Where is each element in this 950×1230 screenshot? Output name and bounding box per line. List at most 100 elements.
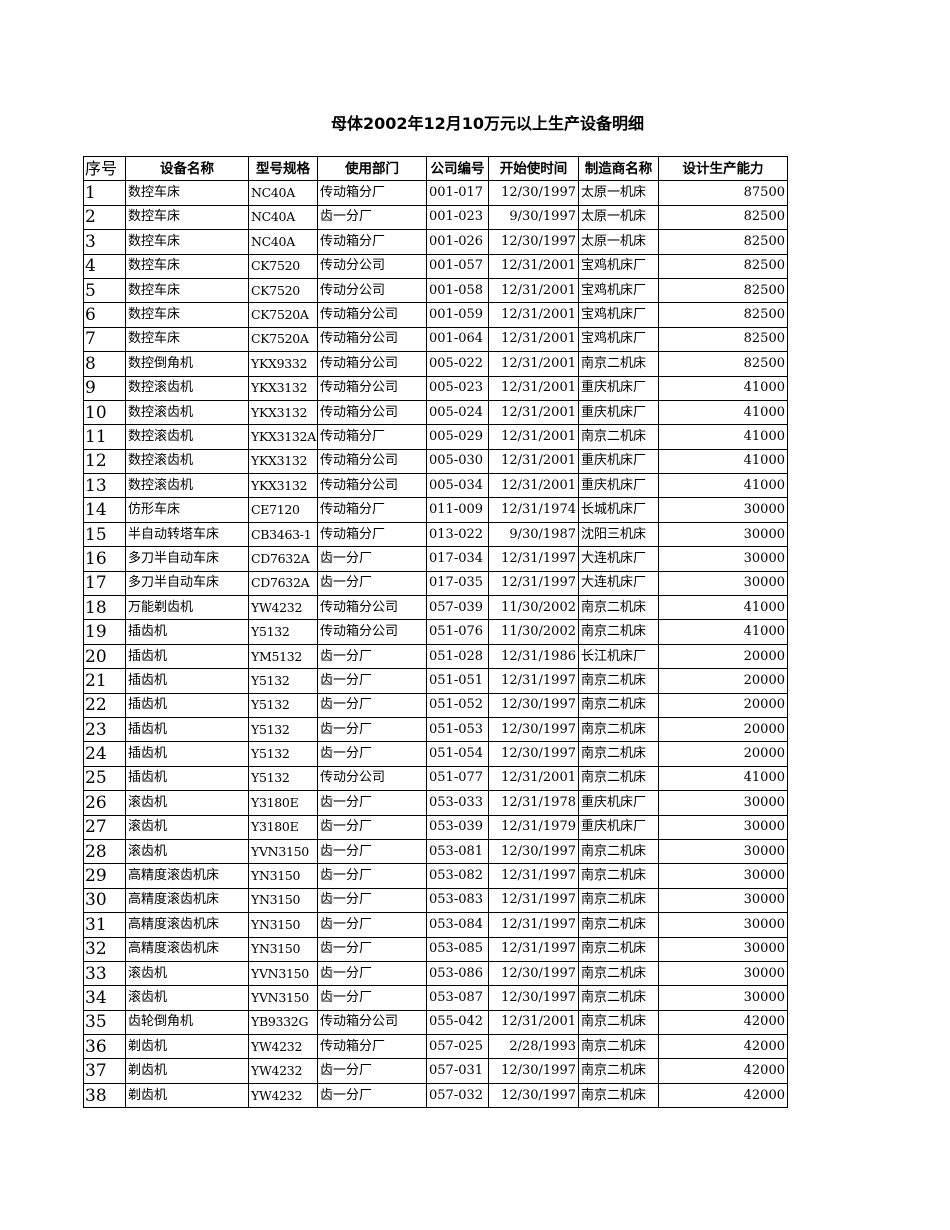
cell-company-code: 017-034 [426, 546, 489, 572]
cell-start-date: 12/31/1979 [488, 814, 579, 840]
cell-manufacturer: 大连机床厂 [578, 570, 659, 597]
cell-manufacturer: 南京二机床 [578, 1058, 659, 1084]
cell-capacity: 41000 [658, 424, 788, 450]
cell-model: YW4232 [248, 1034, 318, 1060]
cell-start-date: 12/31/1986 [488, 643, 579, 670]
cell-department: 齿一分厂 [317, 912, 427, 938]
cell-capacity: 30000 [658, 887, 788, 914]
cell-equipment-name: 滚齿机 [125, 985, 249, 1011]
cell-capacity: 20000 [658, 668, 788, 694]
cell-equipment-name: 插齿机 [125, 741, 249, 767]
cell-manufacturer: 南京二机床 [578, 595, 659, 621]
cell-equipment-name: 数控滚齿机 [125, 448, 249, 475]
cell-company-code: 011-009 [426, 497, 489, 523]
cell-start-date: 11/30/2002 [488, 595, 579, 621]
cell-company-code: 001-026 [426, 229, 489, 255]
table-row: 6 数控车床 CK7520A 传动箱分公司 001-059 12/31/2001 宝鸡机床厂… [83, 302, 788, 328]
cell-department: 齿一分厂 [317, 814, 427, 840]
table-row: 3 数控车床 NC40A 传动箱分厂 001-026 12/30/1997 太原一机床 825… [83, 229, 788, 255]
cell-start-date: 12/31/1997 [488, 546, 579, 572]
cell-company-code: 005-034 [426, 473, 489, 499]
cell-capacity: 41000 [658, 595, 788, 621]
cell-manufacturer: 南京二机床 [578, 351, 659, 377]
cell-department: 齿一分厂 [317, 838, 427, 865]
table-row: 28 滚齿机 YVN3150 齿一分厂 053-081 12/30/1997 南京二机床 30… [83, 838, 788, 865]
cell-model: CB3463-1 [248, 521, 318, 548]
cell-equipment-name: 滚齿机 [125, 838, 249, 865]
cell-company-code: 005-022 [426, 351, 489, 377]
cell-capacity: 30000 [658, 497, 788, 523]
cell-department: 齿一分厂 [317, 1058, 427, 1084]
cell-equipment-name: 插齿机 [125, 668, 249, 694]
cell-index: 17 [83, 570, 126, 597]
cell-equipment-name: 数控车床 [125, 277, 249, 304]
cell-company-code: 001-017 [426, 180, 489, 206]
cell-equipment-name: 多刀半自动车床 [125, 570, 249, 597]
cell-equipment-name: 插齿机 [125, 692, 249, 718]
cell-company-code: 053-033 [426, 790, 489, 816]
cell-equipment-name: 插齿机 [125, 716, 249, 743]
table-row: 14 仿形车床 CE7120 传动箱分厂 011-009 12/31/1974 长城机床厂 3… [83, 497, 788, 523]
cell-start-date: 9/30/1997 [488, 204, 579, 231]
table-header-row: 序号 设备名称 型号规格 使用部门 公司编号 开始使时间 制造商名称 设计生产能力 [83, 155, 788, 182]
cell-equipment-name: 高精度滚齿机床 [125, 887, 249, 914]
cell-start-date: 12/31/1997 [488, 863, 579, 889]
cell-start-date: 12/31/1997 [488, 912, 579, 938]
cell-capacity: 82500 [658, 351, 788, 377]
cell-equipment-name: 高精度滚齿机床 [125, 912, 249, 938]
cell-company-code: 057-025 [426, 1034, 489, 1060]
cell-department: 齿一分厂 [317, 204, 427, 231]
cell-model: CD7632A [248, 570, 318, 597]
cell-equipment-name: 万能剃齿机 [125, 595, 249, 621]
cell-model: YN3150 [248, 936, 318, 962]
cell-manufacturer: 南京二机床 [578, 424, 659, 450]
cell-capacity: 30000 [658, 936, 788, 962]
cell-department: 传动箱分公司 [317, 351, 427, 377]
cell-start-date: 12/31/1997 [488, 936, 579, 962]
column-header-capacity: 设计生产能力 [658, 155, 788, 182]
cell-manufacturer: 长江机床厂 [578, 643, 659, 670]
cell-model: YM5132 [248, 643, 318, 670]
cell-start-date: 12/31/2001 [488, 375, 579, 401]
cell-department: 齿一分厂 [317, 936, 427, 962]
cell-manufacturer: 南京二机床 [578, 1034, 659, 1060]
table-row: 33 滚齿机 YVN3150 齿一分厂 053-086 12/30/1997 南京二机床 30… [83, 960, 788, 987]
cell-manufacturer: 南京二机床 [578, 668, 659, 694]
cell-index: 11 [83, 424, 126, 450]
cell-capacity: 30000 [658, 985, 788, 1011]
cell-index: 29 [83, 863, 126, 889]
cell-manufacturer: 南京二机床 [578, 716, 659, 743]
cell-department: 齿一分厂 [317, 960, 427, 987]
cell-start-date: 12/30/1997 [488, 716, 579, 743]
cell-manufacturer: 宝鸡机床厂 [578, 277, 659, 304]
cell-capacity: 41000 [658, 473, 788, 499]
cell-department: 传动箱分厂 [317, 521, 427, 548]
cell-manufacturer: 大连机床厂 [578, 546, 659, 572]
table-row: 26 滚齿机 Y3180E 齿一分厂 053-033 12/31/1978 重庆机床厂 300… [83, 790, 788, 816]
cell-model: Y5132 [248, 765, 318, 792]
cell-manufacturer: 重庆机床厂 [578, 814, 659, 840]
cell-index: 26 [83, 790, 126, 816]
cell-capacity: 41000 [658, 765, 788, 792]
cell-capacity: 42000 [658, 1058, 788, 1084]
cell-index: 33 [83, 960, 126, 987]
cell-department: 齿一分厂 [317, 790, 427, 816]
cell-department: 齿一分厂 [317, 546, 427, 572]
cell-department: 传动箱分厂 [317, 1034, 427, 1060]
cell-capacity: 20000 [658, 692, 788, 718]
cell-start-date: 12/31/2001 [488, 326, 579, 353]
cell-model: NC40A [248, 229, 318, 255]
cell-capacity: 30000 [658, 570, 788, 597]
cell-company-code: 053-085 [426, 936, 489, 962]
cell-manufacturer: 宝鸡机床厂 [578, 302, 659, 328]
cell-equipment-name: 数控车床 [125, 229, 249, 255]
cell-model: YW4232 [248, 595, 318, 621]
cell-index: 30 [83, 887, 126, 914]
cell-equipment-name: 数控滚齿机 [125, 375, 249, 401]
cell-index: 37 [83, 1058, 126, 1084]
cell-equipment-name: 高精度滚齿机床 [125, 936, 249, 962]
cell-equipment-name: 插齿机 [125, 619, 249, 645]
cell-capacity: 87500 [658, 180, 788, 206]
cell-equipment-name: 插齿机 [125, 765, 249, 792]
cell-index: 8 [83, 351, 126, 377]
